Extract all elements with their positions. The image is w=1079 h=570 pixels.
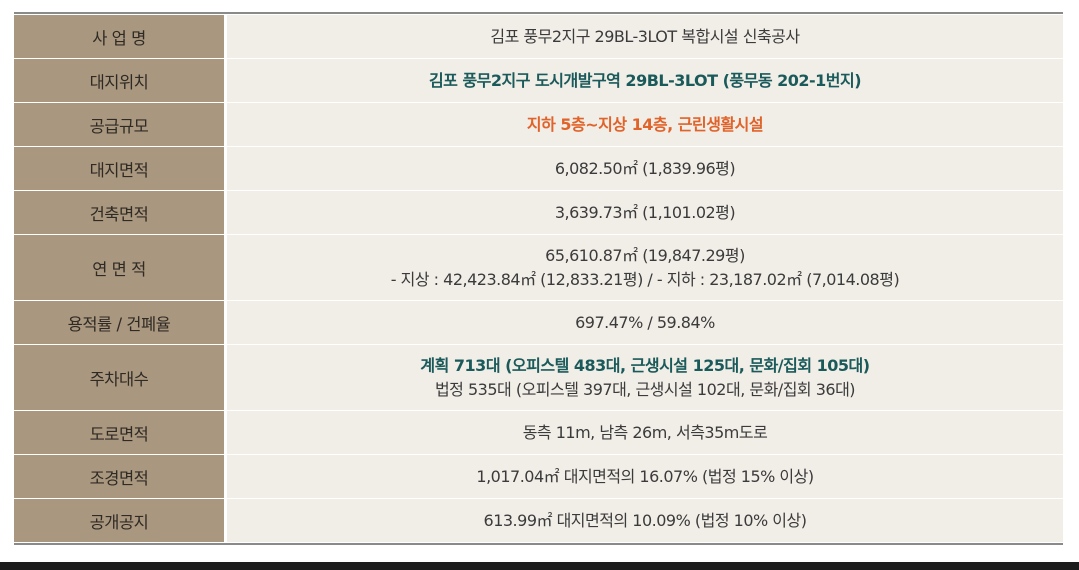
table-row: 공급규모 지하 5층~지상 14층, 근린생활시설 bbox=[14, 102, 1063, 147]
value-line: 김포 풍무2지구 29BL-3LOT 복합시설 신축공사 bbox=[490, 26, 800, 46]
value-line: 1,017.04㎡ 대지면적의 16.07% (법정 15% 이상) bbox=[476, 466, 814, 486]
table-row: 조경면적 1,017.04㎡ 대지면적의 16.07% (법정 15% 이상) bbox=[14, 454, 1063, 499]
value-line: 3,639.73㎡ (1,101.02평) bbox=[554, 202, 736, 222]
row-value: 613.99㎡ 대지면적의 10.09% (법정 10% 이상) bbox=[225, 498, 1063, 543]
row-value: 6,082.50㎡ (1,839.96평) bbox=[225, 146, 1063, 191]
table-row: 건축면적 3,639.73㎡ (1,101.02평) bbox=[14, 190, 1063, 235]
table-row: 주차대수 계획 713대 (오피스텔 483대, 근생시설 125대, 문화/집… bbox=[14, 344, 1063, 411]
row-label: 조경면적 bbox=[14, 454, 227, 499]
value-line: 법정 535대 (오피스텔 397대, 근생시설 102대, 문화/집회 36대… bbox=[434, 379, 856, 399]
row-value: 3,639.73㎡ (1,101.02평) bbox=[225, 190, 1063, 235]
value-line: 김포 풍무2지구 도시개발구역 29BL-3LOT (풍무동 202-1번지) bbox=[428, 70, 862, 90]
row-value: 계획 713대 (오피스텔 483대, 근생시설 125대, 문화/집회 105… bbox=[225, 344, 1063, 411]
value-line: 6,082.50㎡ (1,839.96평) bbox=[554, 158, 736, 178]
row-label: 용적률 / 건폐율 bbox=[14, 300, 227, 345]
row-label: 주차대수 bbox=[14, 344, 227, 411]
row-label: 사 업 명 bbox=[14, 14, 227, 59]
row-label: 연 면 적 bbox=[14, 234, 227, 301]
row-value: 지하 5층~지상 14층, 근린생활시설 bbox=[225, 102, 1063, 147]
bottom-edge-bar bbox=[0, 562, 1079, 570]
project-info-table: 사 업 명 김포 풍무2지구 29BL-3LOT 복합시설 신축공사 대지위치 … bbox=[14, 14, 1063, 543]
project-info-sheet: 사 업 명 김포 풍무2지구 29BL-3LOT 복합시설 신축공사 대지위치 … bbox=[14, 12, 1063, 545]
row-value: 697.47% / 59.84% bbox=[225, 300, 1063, 345]
table-row: 사 업 명 김포 풍무2지구 29BL-3LOT 복합시설 신축공사 bbox=[14, 14, 1063, 59]
row-value: 김포 풍무2지구 도시개발구역 29BL-3LOT (풍무동 202-1번지) bbox=[225, 58, 1063, 103]
row-label: 공급규모 bbox=[14, 102, 227, 147]
value-line: 동측 11m, 남측 26m, 서측35m도로 bbox=[522, 422, 768, 442]
row-label: 대지면적 bbox=[14, 146, 227, 191]
table-row: 공개공지 613.99㎡ 대지면적의 10.09% (법정 10% 이상) bbox=[14, 498, 1063, 543]
value-line: 계획 713대 (오피스텔 483대, 근생시설 125대, 문화/집회 105… bbox=[420, 355, 870, 375]
row-label: 대지위치 bbox=[14, 58, 227, 103]
value-line: 65,610.87㎡ (19,847.29평) bbox=[545, 245, 745, 265]
row-value: 65,610.87㎡ (19,847.29평) - 지상 : 42,423.84… bbox=[225, 234, 1063, 301]
table-row: 대지면적 6,082.50㎡ (1,839.96평) bbox=[14, 146, 1063, 191]
value-line: 697.47% / 59.84% bbox=[575, 312, 715, 332]
value-line: - 지상 : 42,423.84㎡ (12,833.21평) / - 지하 : … bbox=[390, 269, 900, 289]
table-row: 대지위치 김포 풍무2지구 도시개발구역 29BL-3LOT (풍무동 202-… bbox=[14, 58, 1063, 103]
value-line: 613.99㎡ 대지면적의 10.09% (법정 10% 이상) bbox=[483, 510, 807, 530]
table-row: 연 면 적 65,610.87㎡ (19,847.29평) - 지상 : 42,… bbox=[14, 234, 1063, 301]
row-label: 공개공지 bbox=[14, 498, 227, 543]
row-value: 동측 11m, 남측 26m, 서측35m도로 bbox=[225, 410, 1063, 455]
row-label: 건축면적 bbox=[14, 190, 227, 235]
row-label: 도로면적 bbox=[14, 410, 227, 455]
value-line: 지하 5층~지상 14층, 근린생활시설 bbox=[526, 114, 764, 134]
table-row: 용적률 / 건폐율 697.47% / 59.84% bbox=[14, 300, 1063, 345]
row-value: 김포 풍무2지구 29BL-3LOT 복합시설 신축공사 bbox=[225, 14, 1063, 59]
table-row: 도로면적 동측 11m, 남측 26m, 서측35m도로 bbox=[14, 410, 1063, 455]
row-value: 1,017.04㎡ 대지면적의 16.07% (법정 15% 이상) bbox=[225, 454, 1063, 499]
